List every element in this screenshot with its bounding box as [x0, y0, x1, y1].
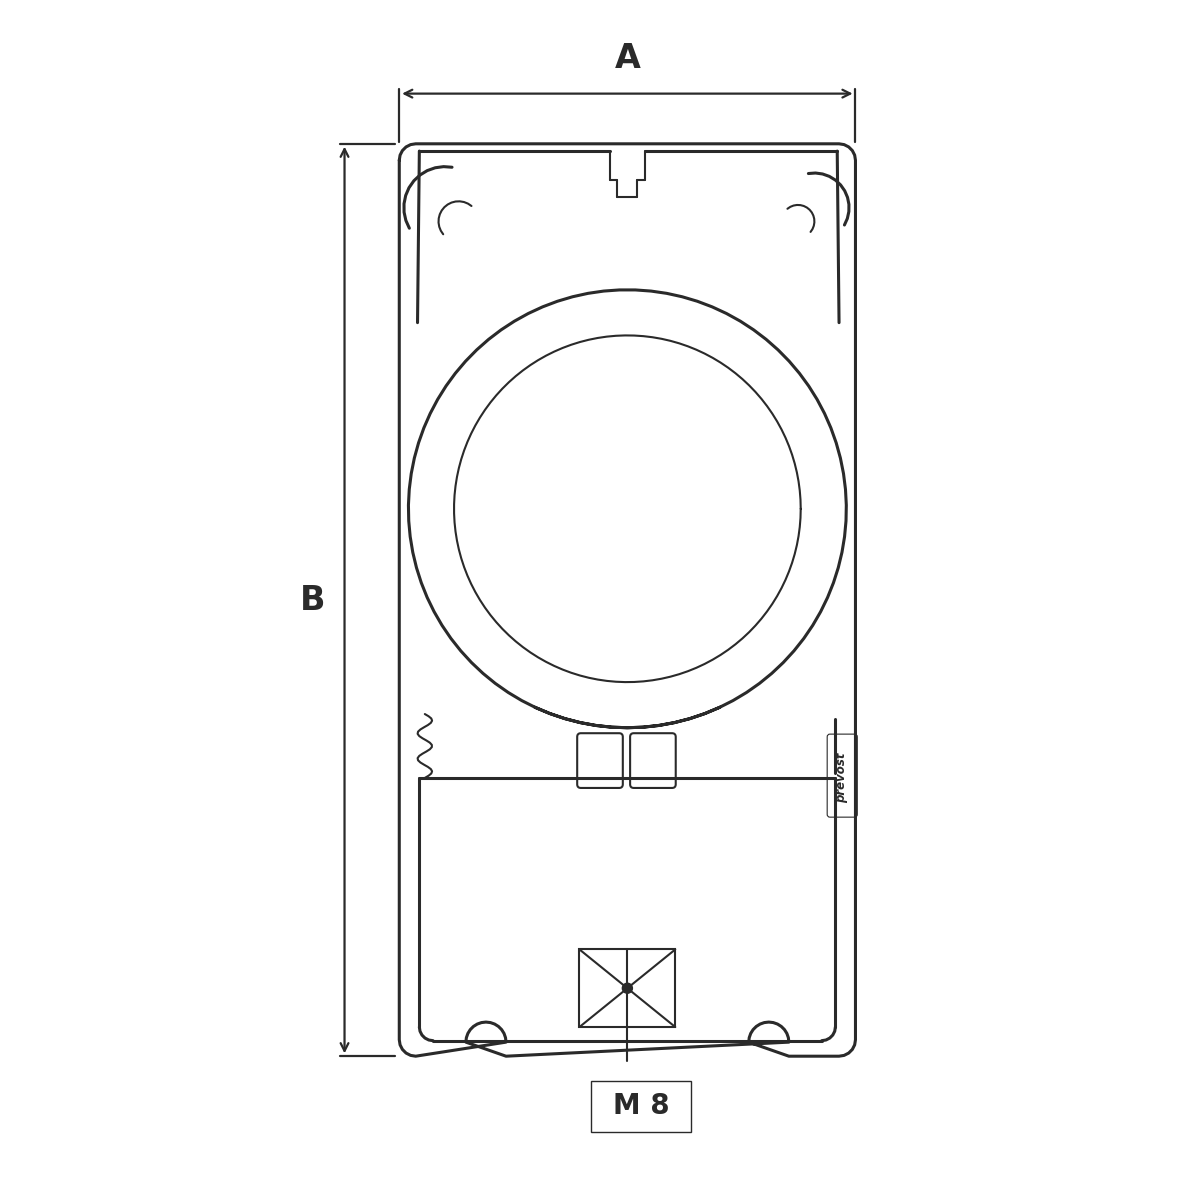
Text: B: B [300, 583, 325, 617]
Text: A: A [614, 42, 641, 76]
Text: M 8: M 8 [613, 1092, 670, 1121]
Bar [590, 1081, 691, 1132]
Text: prevost: prevost [835, 752, 848, 803]
Circle shape [623, 983, 632, 994]
